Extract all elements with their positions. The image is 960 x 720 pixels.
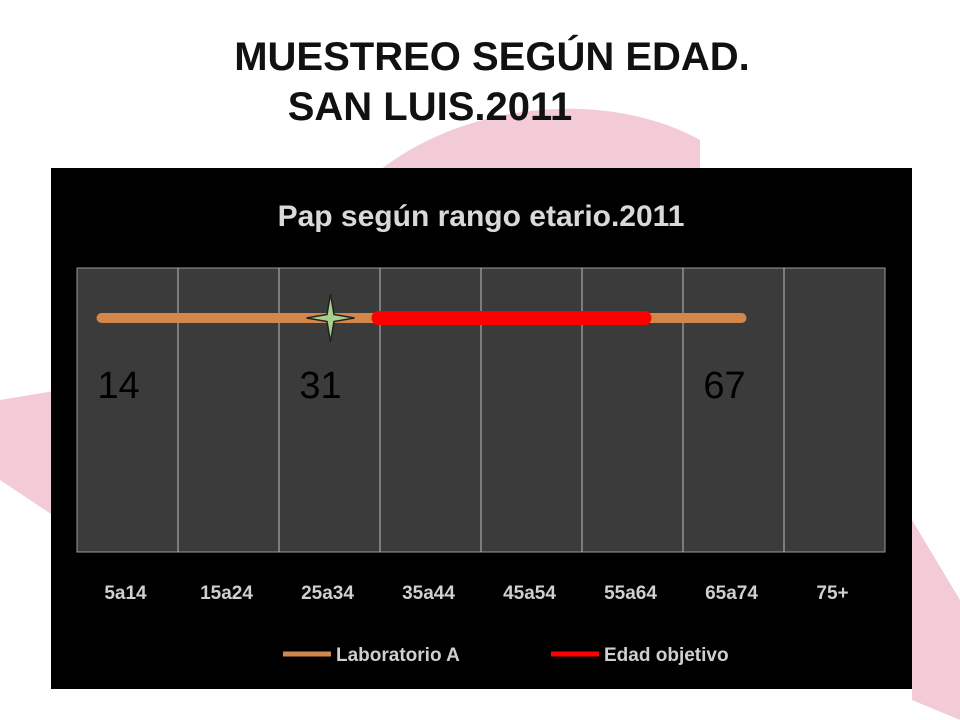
chart-legend: Laboratorio A Edad objetivo — [283, 645, 729, 666]
slide-title-line-1: MUESTREO SEGÚN EDAD. — [234, 35, 750, 79]
x-tick-labels: 5a14 15a24 25a34 35a44 45a54 55a64 65a74 75+ — [104, 583, 848, 604]
x-tick-label: 45a54 — [503, 583, 556, 604]
x-tick-label: 55a64 — [604, 583, 657, 604]
chart-panel: Pap según rango etario.2011 14 31 67 5a14 1… — [51, 168, 912, 689]
x-tick-label: 65a74 — [705, 583, 758, 604]
age-range-chart: Pap según rango etario.2011 14 31 67 5a14 1… — [76, 200, 886, 666]
annotation-labels: 14 31 67 — [97, 365, 745, 407]
annotation-label: 67 — [703, 365, 745, 407]
x-tick-label: 35a44 — [402, 583, 455, 604]
x-tick-label: 5a14 — [104, 583, 147, 604]
legend-label: Laboratorio A — [336, 645, 460, 666]
star-marker-icon — [306, 293, 355, 343]
annotation-label: 14 — [97, 365, 139, 407]
chart-title: Pap según rango etario.2011 — [278, 200, 685, 233]
slide-title: MUESTREO SEGÚN EDAD. SAN LUIS.2011 — [0, 32, 960, 132]
annotation-label: 31 — [299, 365, 341, 407]
marker-layer — [306, 293, 355, 343]
x-tick-label: 75+ — [816, 583, 848, 604]
x-tick-label: 25a34 — [301, 583, 354, 604]
slide-title-line-2: SAN LUIS.2011 — [287, 85, 573, 129]
legend-label: Edad objetivo — [604, 645, 729, 666]
x-tick-label: 15a24 — [200, 583, 253, 604]
